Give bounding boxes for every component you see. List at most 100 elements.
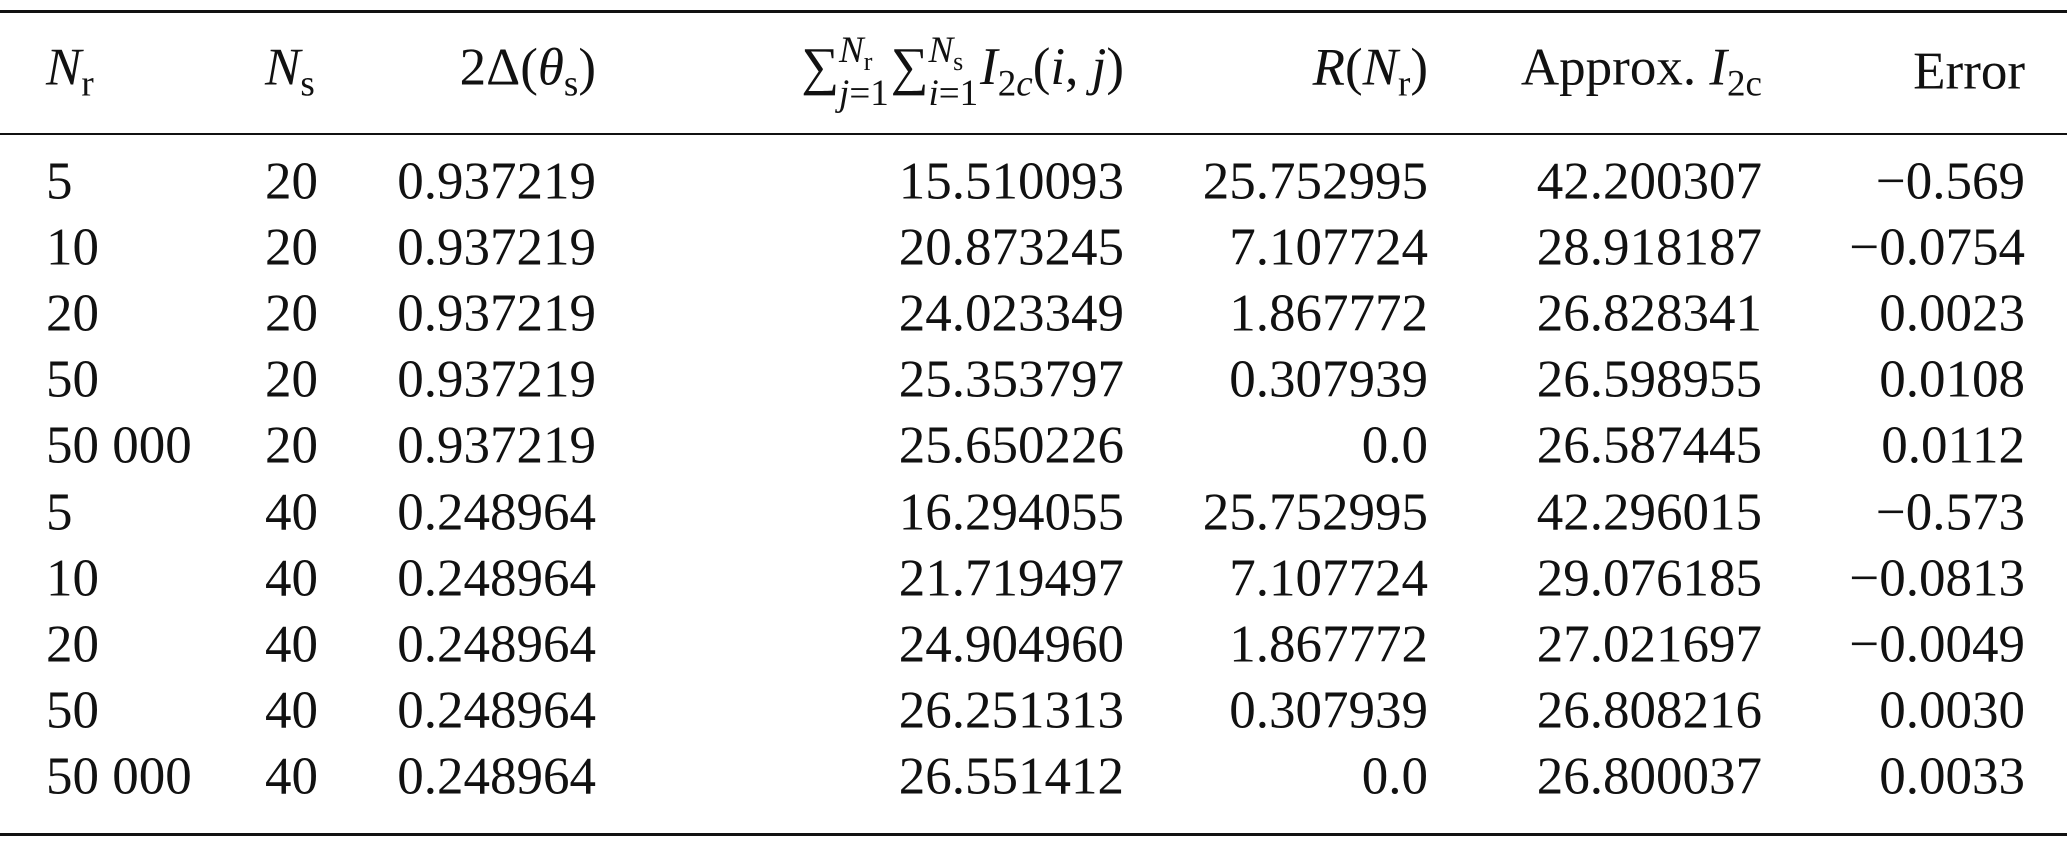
table-cell: 0.0023 [1879,284,2025,343]
superscript: Nr [839,32,889,75]
math-text: I [1709,38,1727,97]
math-text: r [1397,63,1411,105]
table-cell: 26.587445 [1536,416,1762,475]
table-cell: 0.248964 [397,615,596,674]
table-cell: 29.076185 [1536,549,1762,608]
table-cell: 7.107724 [1229,549,1428,608]
table-cell: 42.200307 [1536,152,1762,211]
table-cell: 0.937219 [397,152,596,211]
subscript: s [564,64,578,105]
table-cell: 5 [46,483,73,541]
header-cell: Ns [265,38,315,105]
table-cell: −0.569 [1875,152,2025,211]
table-cell: 1.867772 [1229,615,1428,674]
table-cell: 1.867772 [1229,284,1428,343]
bottom-rule [0,833,2067,836]
table-cell: 0.937219 [397,284,596,343]
table-cell: −0.0813 [1849,549,2025,608]
math-text: =1 [938,72,979,114]
table-cell: 0.248964 [397,549,596,608]
math-text: i [1050,38,1066,97]
math-text: s [953,46,964,76]
table-cell: 25.353797 [898,350,1124,409]
math-text: ) [1410,38,1428,97]
header-cell: ∑ Nr j=1 ∑ Ns i=1 I2c(i, j) [801,32,1124,112]
table-cell: 50 [46,681,99,740]
math-text: j [1091,38,1107,97]
table-cell: 16.294055 [898,483,1124,541]
table-cell: 24.904960 [898,615,1124,674]
superscript: Ns [928,32,978,75]
math-text: ) [578,38,596,97]
header-cell: Approx. I2c [1520,38,1762,105]
table-cell: 21.719497 [898,549,1124,608]
table-cell: 0.307939 [1229,350,1428,409]
math-text: N [839,30,864,72]
limits: Ns i=1 [928,32,978,112]
math-text: ) [1106,38,1124,97]
table-cell: 0.937219 [397,416,596,475]
subscript: s [300,64,314,105]
math-text: Approx. [1520,38,1710,97]
math-text: j [839,72,850,114]
math-text: c [1016,63,1033,105]
table-cell: 40 [265,615,318,674]
table-cell: 50 000 [46,747,192,806]
table-cell: 20 [265,152,318,211]
table-cell: 26.551412 [898,747,1124,806]
header-cell: Error [1913,45,2025,99]
table-cell: 40 [265,747,318,806]
header-cell: Nr [46,38,94,105]
table-cell: 0.0108 [1879,350,2025,409]
table-cell: 0.0 [1361,747,1428,806]
table-cell: −0.573 [1875,483,2025,541]
table-cell: 5 [46,152,73,211]
math-text: N [1362,38,1398,97]
subscript: r [81,64,93,105]
header-cell: 2Δ(θs) [460,38,596,105]
table-cell: 26.598955 [1536,350,1762,409]
table-cell: 0.937219 [397,218,596,277]
table-cell: 10 [46,218,99,277]
table-cell: 20 [46,615,99,674]
table-cell: 40 [265,549,318,608]
table-cell: 42.296015 [1536,483,1762,541]
table-cell: 0.248964 [397,747,596,806]
table-cell: 40 [265,681,318,740]
table-cell: 20 [265,416,318,475]
table-cell: 50 [46,350,99,409]
table-cell: 24.023349 [898,284,1124,343]
table-cell: 20 [46,284,99,343]
table-cell: 28.918187 [1536,218,1762,277]
math-text: N [46,38,82,97]
table-cell: 0.0112 [1881,416,2025,475]
math-text: N [265,38,301,97]
table-cell: 25.752995 [1202,152,1428,211]
subscript: 2c [1727,64,1762,105]
math-text: θ [537,38,564,97]
table-cell: 20 [265,218,318,277]
subscript: r [864,47,873,76]
math-text: I [980,38,998,97]
math-text: 2c [1727,63,1762,105]
table-cell: 26.808216 [1536,681,1762,740]
math-text: =1 [849,72,889,114]
top-rule [0,10,2067,13]
subscript: j=1 [839,75,889,112]
math-text: s [563,63,579,105]
table-cell: 26.828341 [1536,284,1762,343]
math-text: r [81,63,94,105]
math-text: , [1065,38,1092,97]
subscript: i=1 [928,75,978,112]
table-cell: 15.510093 [898,152,1124,211]
math-text: R [1312,38,1345,97]
mid-rule [0,133,2067,135]
math-text: s [300,63,315,105]
table-cell: 0.248964 [397,483,596,541]
math-text: ∑ [890,38,929,97]
table-cell: 0.0033 [1879,747,2025,806]
math-text: N [928,30,954,72]
table-cell: 25.752995 [1202,483,1428,541]
table-cell: 10 [46,549,99,608]
